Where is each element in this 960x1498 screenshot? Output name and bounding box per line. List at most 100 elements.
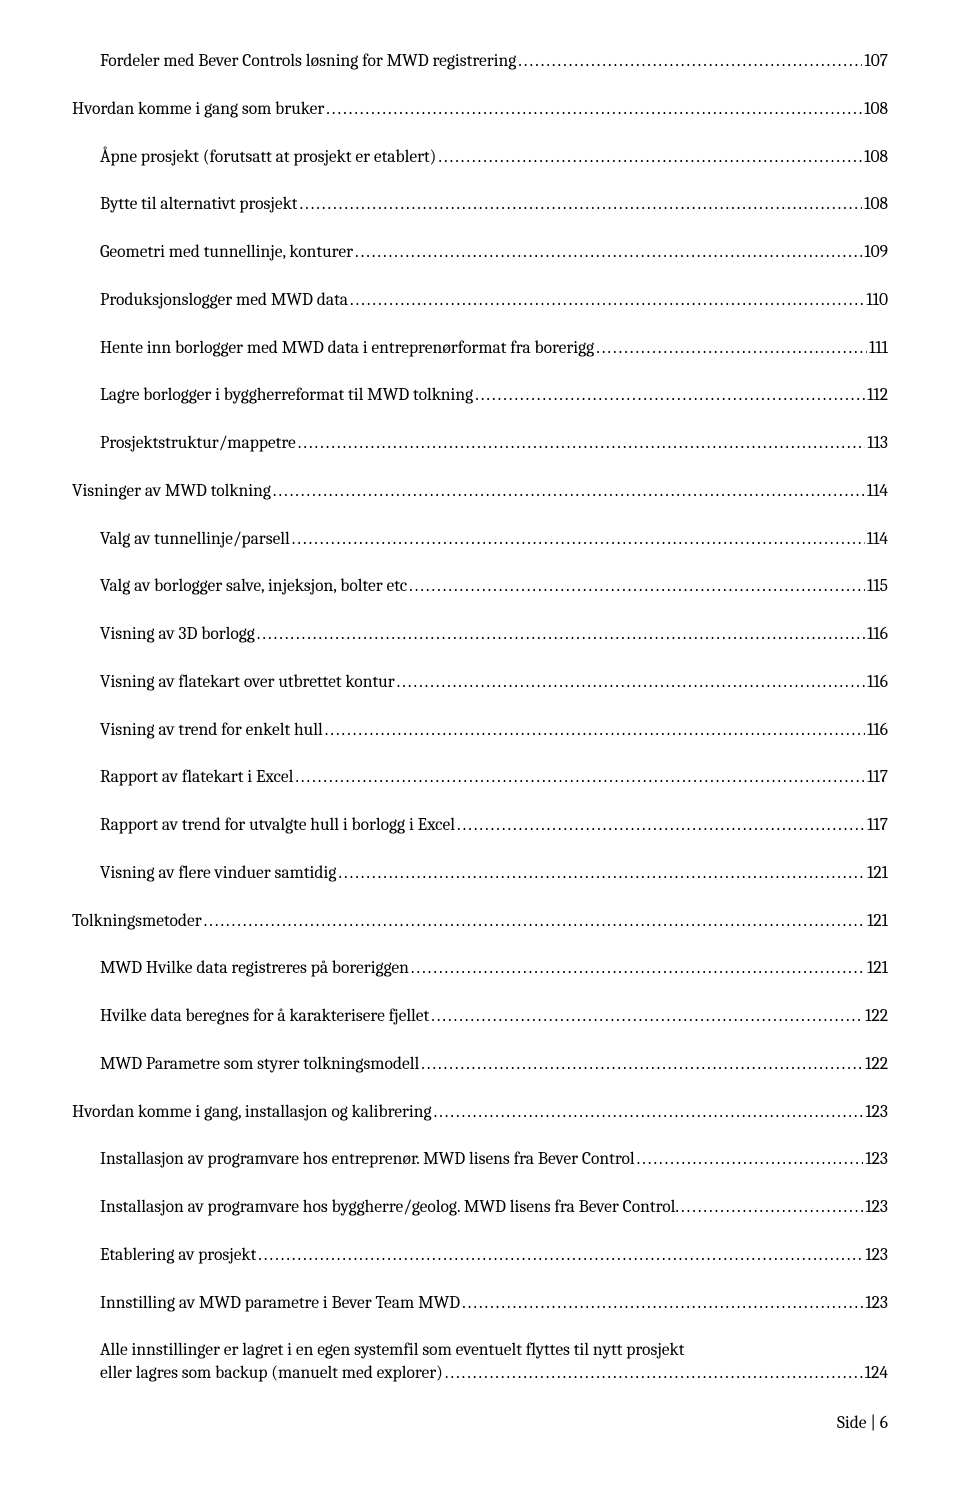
toc-line: Hvilke data beregnes for å karakterisere… [72, 1005, 888, 1028]
toc-entry: Hente inn borlogger med MWD data i entre… [72, 337, 888, 360]
toc-title: MWD Hvilke data registreres på borerigge… [100, 957, 409, 980]
toc-title: Bytte til alternativt prosjekt [100, 193, 297, 216]
toc-line: Alle innstillinger er lagret i en egen s… [72, 1339, 888, 1362]
toc-title: Tolkningsmetoder [72, 910, 202, 933]
toc-leader [431, 1005, 863, 1028]
toc-leader [273, 480, 865, 503]
toc-line: Innstilling av MWD parametre i Bever Tea… [72, 1292, 888, 1315]
toc-leader [445, 1362, 863, 1385]
toc-title: Produksjonslogger med MWD data [100, 289, 348, 312]
toc-page-number: 109 [864, 241, 888, 264]
toc-page-number: 116 [867, 719, 888, 742]
toc-page-number: 116 [867, 623, 888, 646]
page-footer: Side | 6 [72, 1413, 888, 1433]
toc-line: Hvordan komme i gang, installasjon og ka… [72, 1101, 888, 1124]
toc-line: Lagre borlogger i byggherreformat til MW… [72, 384, 888, 407]
toc-page-number: 112 [867, 384, 888, 407]
toc-entry: Visning av 3D borlogg 116 [72, 623, 888, 646]
toc-leader [475, 384, 865, 407]
toc-entry: Rapport av trend for utvalgte hull i bor… [72, 814, 888, 837]
toc-title: Åpne prosjekt (forutsatt at prosjekt er … [100, 146, 436, 169]
toc-entry: Produksjonslogger med MWD data 110 [72, 289, 888, 312]
toc-leader [325, 719, 865, 742]
toc-entry: Hvordan komme i gang, installasjon og ka… [72, 1101, 888, 1124]
toc-line: Prosjektstruktur/mappetre 113 [72, 432, 888, 455]
toc-entry: MWD Parametre som styrer tolkningsmodell… [72, 1053, 888, 1076]
toc-title: Geometri med tunnellinje, konturer [100, 241, 353, 264]
toc-page-number: 115 [867, 575, 888, 598]
toc-line: Fordeler med Bever Controls løsning for … [72, 50, 888, 73]
toc-leader [438, 146, 862, 169]
toc-leader [298, 432, 866, 455]
toc-page-number: 123 [865, 1101, 888, 1124]
toc-entry: Innstilling av MWD parametre i Bever Tea… [72, 1292, 888, 1315]
toc-page-number: 116 [867, 671, 888, 694]
toc-line: Visning av flere vinduer samtidig 121 [72, 862, 888, 885]
toc-page-number: 121 [867, 910, 888, 933]
toc-page-number: 114 [867, 528, 888, 551]
toc-page-number: 123 [865, 1292, 888, 1315]
toc-leader [434, 1101, 864, 1124]
toc-title: Visning av 3D borlogg [100, 623, 255, 646]
toc-leader [409, 575, 865, 598]
toc-entry: MWD Hvilke data registreres på borerigge… [72, 957, 888, 980]
toc-page-number: 108 [864, 193, 888, 216]
toc-line: Hente inn borlogger med MWD data i entre… [72, 337, 888, 360]
toc-title: Alle innstillinger er lagret i en egen s… [100, 1339, 684, 1362]
toc-entry: Hvordan komme i gang som bruker 108 [72, 98, 888, 121]
toc-page-number: 114 [867, 480, 888, 503]
toc-entry: Alle innstillinger er lagret i en egen s… [72, 1339, 888, 1385]
toc-page-number: 122 [865, 1053, 888, 1076]
toc-line: Åpne prosjekt (forutsatt at prosjekt er … [72, 146, 888, 169]
toc-leader [637, 1148, 864, 1171]
toc-line: Etablering av prosjekt 123 [72, 1244, 888, 1267]
toc-entry: Valg av borlogger salve, injeksjon, bolt… [72, 575, 888, 598]
toc-page-number: 113 [867, 432, 888, 455]
toc-title: Hvordan komme i gang som bruker [72, 98, 324, 121]
toc-title: Innstilling av MWD parametre i Bever Tea… [100, 1292, 460, 1315]
toc-entry: Visning av flatekart over utbrettet kont… [72, 671, 888, 694]
toc-entry: Installasjon av programvare hos entrepre… [72, 1148, 888, 1171]
toc-leader [350, 289, 864, 312]
toc-title: eller lagres som backup (manuelt med exp… [100, 1362, 443, 1385]
toc-line: Visninger av MWD tolkning 114 [72, 480, 888, 503]
toc-title: Visninger av MWD tolkning [72, 480, 271, 503]
toc-leader [596, 337, 867, 360]
toc-line: Installasjon av programvare hos byggherr… [72, 1196, 888, 1219]
toc-leader [681, 1196, 863, 1219]
toc-page-number: 123 [865, 1244, 888, 1267]
toc-title: Prosjektstruktur/mappetre [100, 432, 296, 455]
toc-title: Hvilke data beregnes for å karakterisere… [100, 1005, 429, 1028]
toc-page-number: 117 [867, 766, 888, 789]
toc-entry: Lagre borlogger i byggherreformat til MW… [72, 384, 888, 407]
toc-page-number: 122 [865, 1005, 888, 1028]
toc-entry: Visning av flere vinduer samtidig 121 [72, 862, 888, 885]
toc-page-number: 124 [865, 1362, 888, 1385]
toc-line: Visning av 3D borlogg 116 [72, 623, 888, 646]
toc-title: MWD Parametre som styrer tolkningsmodell [100, 1053, 419, 1076]
toc-page-number: 121 [867, 862, 888, 885]
toc-page-number: 111 [869, 337, 888, 360]
toc-title: Valg av tunnellinje/parsell [100, 528, 290, 551]
toc-leader [338, 862, 865, 885]
toc-page-number: 108 [864, 146, 888, 169]
toc-entry: Visninger av MWD tolkning 114 [72, 480, 888, 503]
toc-title: Installasjon av programvare hos byggherr… [100, 1196, 679, 1219]
toc-page-number: 123 [865, 1196, 888, 1219]
toc-title: Visning av trend for enkelt hull [100, 719, 323, 742]
toc-entry: Åpne prosjekt (forutsatt at prosjekt er … [72, 146, 888, 169]
toc-entry: Valg av tunnellinje/parsell 114 [72, 528, 888, 551]
toc-entry: Installasjon av programvare hos byggherr… [72, 1196, 888, 1219]
toc-page-number: 117 [867, 814, 888, 837]
toc-container: Fordeler med Bever Controls løsning for … [72, 50, 888, 1385]
toc-line: MWD Parametre som styrer tolkningsmodell… [72, 1053, 888, 1076]
toc-leader [204, 910, 865, 933]
toc-leader [411, 957, 865, 980]
toc-leader [292, 528, 865, 551]
toc-line: Geometri med tunnellinje, konturer 109 [72, 241, 888, 264]
toc-leader [257, 623, 865, 646]
toc-title: Lagre borlogger i byggherreformat til MW… [100, 384, 473, 407]
toc-leader [518, 50, 862, 73]
toc-page-number: 123 [865, 1148, 888, 1171]
toc-entry: Geometri med tunnellinje, konturer 109 [72, 241, 888, 264]
